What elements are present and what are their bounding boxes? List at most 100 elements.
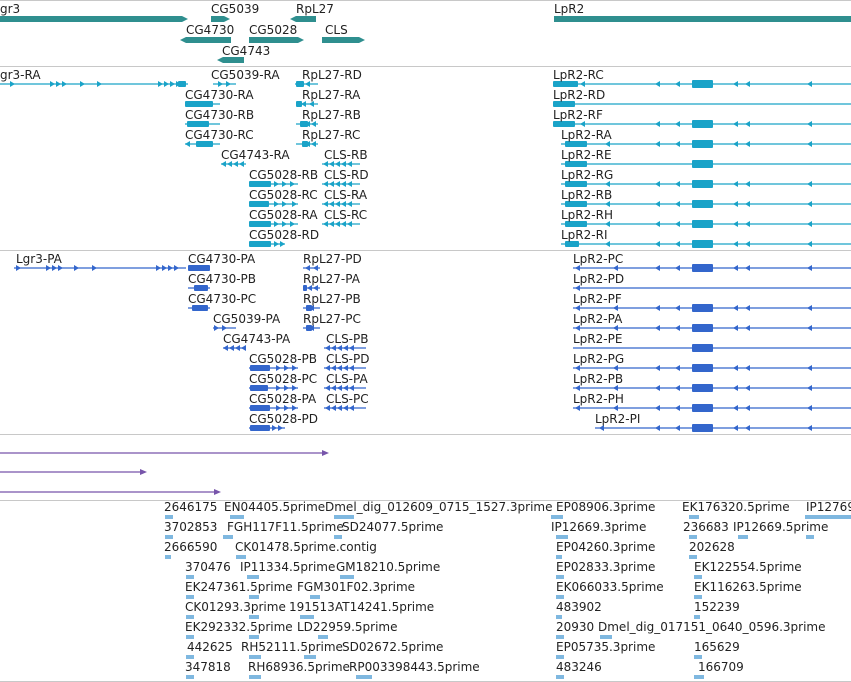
feature-label-ek247361-5prime[interactable]: EK247361.5prime [185,580,293,594]
feature-label-cg4730-rc[interactable]: CG4730-RC [185,128,254,142]
feature-label-lpr2-pi[interactable]: LpR2-PI [595,412,641,426]
feature-label-cls-pa[interactable]: CLS-PA [326,372,368,386]
feature-label-lpr2-pc[interactable]: LpR2-PC [573,252,624,266]
feature-label-483246[interactable]: 483246 [556,660,602,674]
feature-label-cg5028-ra[interactable]: CG5028-RA [249,208,318,222]
feature-label-lpr2-rf[interactable]: LpR2-RF [553,108,603,122]
feature-label-ep02833-3prime[interactable]: EP02833.3prime [556,560,656,574]
feature-label-rpl27-ra[interactable]: RpL27-RA [302,88,361,102]
feature-label-ip12669-3prime[interactable]: IP12669.3prime [551,520,647,534]
feature-label-lpr2-rc[interactable]: LpR2-RC [553,68,604,82]
feature-label-202628[interactable]: 202628 [689,540,735,554]
feature-label-cls-ra[interactable]: CLS-RA [324,188,368,202]
feature-label-cls-pd[interactable]: CLS-PD [326,352,370,366]
feature-label-cls-rd[interactable]: CLS-RD [324,168,369,182]
feature-label-cg5039-ra[interactable]: CG5039-RA [211,68,280,82]
feature-label-ip11334-5prime[interactable]: IP11334.5prime [240,560,336,574]
feature-label-rpl27-pc[interactable]: RpL27-PC [303,312,361,326]
feature-label-lpr2-pf[interactable]: LpR2-PF [573,292,622,306]
feature-label-ek066033-5prime[interactable]: EK066033.5prime [556,580,664,594]
feature-label-347818[interactable]: 347818 [185,660,231,674]
feature-label-cg5028-pc[interactable]: CG5028-PC [249,372,318,386]
feature-label-ck01293-3prime[interactable]: CK01293.3prime [185,600,286,614]
feature-label-lpr2-pb[interactable]: LpR2-PB [573,372,624,386]
feature-label-rh68936-5prime[interactable]: RH68936.5prime [248,660,350,674]
feature-label-rpl27[interactable]: RpL27 [296,2,334,16]
feature-label-236683[interactable]: 236683 [683,520,729,534]
feature-label-ek122554-5prime[interactable]: EK122554.5prime [694,560,802,574]
feature-label-lpr2-ri[interactable]: LpR2-RI [561,228,608,242]
feature-label-cls[interactable]: CLS [325,23,348,37]
feature-label-166709[interactable]: 166709 [698,660,744,674]
feature-label-ek176320-5prime[interactable]: EK176320.5prime [682,500,790,514]
feature-label-cg4743-pa[interactable]: CG4743-PA [223,332,291,346]
feature-label-lpr2-pg[interactable]: LpR2-PG [573,352,625,366]
feature-label-cg5028-pd[interactable]: CG5028-PD [249,412,319,426]
feature-label-ep05735-3prime[interactable]: EP05735.3prime [556,640,656,654]
feature-label-cls-pc[interactable]: CLS-PC [326,392,369,406]
feature-label-rpl27-rc[interactable]: RpL27-RC [302,128,361,142]
feature-label-gm18210-5prime[interactable]: GM18210.5prime [336,560,441,574]
feature-label-cls-rc[interactable]: CLS-RC [324,208,368,222]
feature-label-fgh117f11-5prime[interactable]: FGH117F11.5prime [227,520,344,534]
feature-label-ip12669-5prime[interactable]: IP12669.5prime [733,520,829,534]
feature-label-cg4730-pa[interactable]: CG4730-PA [188,252,256,266]
feature-label-ep08906-3prime[interactable]: EP08906.3prime [556,500,656,514]
feature-label-cg5028-pa[interactable]: CG5028-PA [249,392,317,406]
feature-label-lgr3-pa[interactable]: Lgr3-PA [16,252,62,266]
feature-label-cg5028-rb[interactable]: CG5028-RB [249,168,319,182]
feature-label-dmel-dig-017151-0640-0596-3prime[interactable]: Dmel_dig_017151_0640_0596.3prime [598,620,826,634]
feature-label-20930[interactable]: 20930 [556,620,595,634]
feature-label-ek116263-5prime[interactable]: EK116263.5prime [694,580,802,594]
feature-label-rpl27-pa[interactable]: RpL27-PA [303,272,360,286]
feature-label-en04405-5prime[interactable]: EN04405.5prime [224,500,326,514]
feature-label-cg5039[interactable]: CG5039 [211,2,260,16]
feature-label-lpr2-re[interactable]: LpR2-RE [561,148,612,162]
feature-label-lpr2-rh[interactable]: LpR2-RH [561,208,613,222]
feature-label-rpl27-pb[interactable]: RpL27-PB [303,292,361,306]
feature-label-cg5028-rc[interactable]: CG5028-RC [249,188,318,202]
feature-label-lpr2-ra[interactable]: LpR2-RA [561,128,612,142]
feature-label-sd02672-5prime[interactable]: SD02672.5prime [342,640,444,654]
feature-label-cls-rb[interactable]: CLS-RB [324,148,368,162]
feature-label-lpr2-ph[interactable]: LpR2-PH [573,392,624,406]
feature-label-cg4743[interactable]: CG4743 [222,44,271,58]
feature-label-gr3[interactable]: gr3 [0,2,21,16]
feature-label-370476[interactable]: 370476 [185,560,231,574]
feature-label-ld22959-5prime[interactable]: LD22959.5prime [297,620,398,634]
feature-label-lpr2[interactable]: LpR2 [554,2,585,16]
feature-label-191513[interactable]: 191513 [289,600,335,614]
feature-label-2646175[interactable]: 2646175 [164,500,218,514]
feature-label-gr3-ra[interactable]: gr3-RA [0,68,41,82]
feature-label-rh52111-5prime[interactable]: RH52111.5prime [241,640,343,654]
feature-label-dmel-dig-012609-0715-1527-3prime[interactable]: Dmel_dig_012609_0715_1527.3prime [325,500,553,514]
feature-label-rpl27-rb[interactable]: RpL27-RB [302,108,361,122]
feature-label-cg4730-pc[interactable]: CG4730-PC [188,292,257,306]
feature-label-lpr2-rg[interactable]: LpR2-RG [561,168,614,182]
feature-label-cg5028-pb[interactable]: CG5028-PB [249,352,318,366]
feature-label-rpl27-pd[interactable]: RpL27-PD [303,252,362,266]
feature-label-lpr2-pe[interactable]: LpR2-PE [573,332,623,346]
feature-label-cg4730[interactable]: CG4730 [186,23,235,37]
feature-label-lpr2-rd[interactable]: LpR2-RD [553,88,606,102]
feature-label-cls-pb[interactable]: CLS-PB [326,332,369,346]
feature-label-ek292332-5prime[interactable]: EK292332.5prime [185,620,293,634]
feature-label-152239[interactable]: 152239 [694,600,740,614]
feature-label-483902[interactable]: 483902 [556,600,602,614]
feature-label-cg4730-ra[interactable]: CG4730-RA [185,88,254,102]
feature-label-ck01478-5prime-contig[interactable]: CK01478.5prime.contig [235,540,377,554]
feature-label-rp003398443-5prime[interactable]: RP003398443.5prime [349,660,480,674]
feature-label-ep04260-3prime[interactable]: EP04260.3prime [556,540,656,554]
feature-label-cg5028-rd[interactable]: CG5028-RD [249,228,320,242]
feature-label-3702853[interactable]: 3702853 [164,520,218,534]
feature-label-2666590[interactable]: 2666590 [164,540,218,554]
feature-label-cg4730-rb[interactable]: CG4730-RB [185,108,255,122]
feature-label-at14241-5prime[interactable]: AT14241.5prime [335,600,435,614]
feature-label-ip12769[interactable]: IP12769 [806,500,851,514]
feature-label-sd24077-5prime[interactable]: SD24077.5prime [342,520,444,534]
feature-label-cg4743-ra[interactable]: CG4743-RA [221,148,290,162]
feature-label-442625[interactable]: 442625 [187,640,233,654]
feature-label-rpl27-rd[interactable]: RpL27-RD [302,68,362,82]
feature-label-fgm301f02-3prime[interactable]: FGM301F02.3prime [297,580,416,594]
feature-label-lpr2-pd[interactable]: LpR2-PD [573,272,625,286]
